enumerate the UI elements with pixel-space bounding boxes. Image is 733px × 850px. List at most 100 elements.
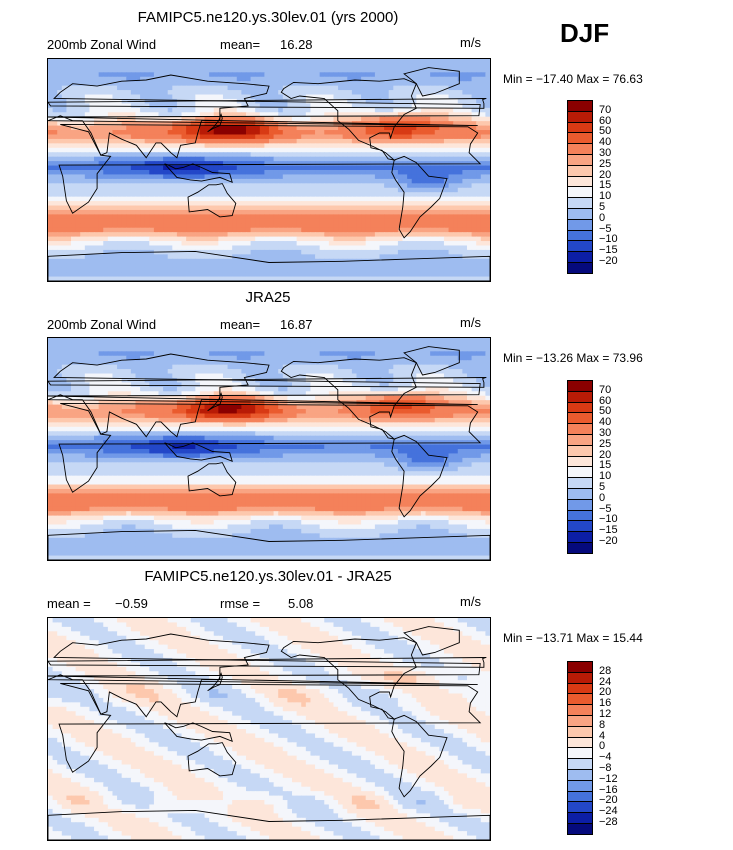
field-cell [153, 90, 160, 96]
field-cell [89, 245, 95, 251]
field-cell [245, 223, 252, 229]
field-cell [425, 59, 431, 65]
field-cell [338, 218, 344, 224]
field-cell [301, 63, 307, 69]
field-cell [351, 249, 358, 255]
field-cell [420, 249, 427, 255]
field-cell [324, 267, 330, 273]
field-cell [402, 267, 408, 273]
field-cell [338, 116, 344, 122]
field-cell [328, 143, 335, 149]
field-cell [209, 241, 215, 247]
field-cell [273, 161, 279, 167]
field-cell [98, 170, 104, 176]
field-cell [315, 63, 321, 69]
field-cell [457, 134, 463, 140]
field-cell [98, 112, 104, 118]
field-cell [287, 201, 293, 207]
field-cell [232, 152, 238, 158]
field-cell [112, 183, 118, 189]
field-cell [126, 272, 132, 278]
field-cell [351, 272, 358, 278]
field-cell [388, 59, 394, 65]
field-cell [130, 156, 137, 162]
field-cell [158, 72, 164, 78]
field-cell [269, 227, 275, 233]
field-cell [457, 338, 463, 344]
field-cell [52, 232, 58, 238]
field-cell [269, 103, 275, 109]
field-cell [75, 152, 81, 158]
field-cell [351, 263, 358, 269]
field-cell [172, 201, 178, 207]
field-cell [135, 218, 141, 224]
field-cell [273, 143, 279, 149]
field-cell [213, 183, 219, 189]
field-cell [66, 201, 72, 207]
field-cell [310, 98, 316, 104]
field-cell [167, 90, 173, 96]
field-cell [430, 187, 436, 193]
field-cell [121, 196, 127, 202]
field-cell [434, 236, 440, 242]
field-cell [250, 263, 256, 269]
field-cell [52, 258, 58, 264]
field-cell [301, 85, 307, 91]
field-cell [448, 130, 454, 136]
field-cell [411, 249, 417, 255]
field-cell [135, 143, 141, 149]
field-cell [107, 263, 114, 269]
field-cell [443, 272, 450, 278]
field-cell [259, 174, 265, 180]
field-cell [186, 107, 192, 113]
field-cell [273, 112, 279, 118]
field-cell [476, 205, 482, 211]
field-cell [163, 218, 169, 224]
field-cell [411, 112, 417, 118]
field-cell [176, 342, 183, 348]
field-cell [319, 254, 325, 260]
field-cell [107, 59, 114, 65]
field-cell [98, 205, 104, 211]
field-cell [471, 130, 477, 136]
field-cell [448, 121, 454, 127]
field-cell [282, 94, 289, 100]
field-cell [282, 125, 289, 131]
field-cell [319, 276, 325, 281]
field-cell [172, 209, 178, 215]
field-cell [245, 241, 252, 247]
field-cell [117, 138, 123, 144]
field-cell [347, 134, 353, 140]
field-cell [80, 165, 86, 171]
field-cell [430, 90, 436, 96]
field-cell [181, 174, 187, 180]
field-cell [84, 227, 91, 233]
field-cell [420, 63, 427, 69]
field-cell [379, 116, 385, 122]
field-cell [222, 134, 229, 140]
field-cell [241, 342, 247, 348]
field-cell [480, 81, 486, 87]
field-cell [84, 116, 91, 122]
coastline [403, 67, 460, 97]
field-cell [199, 59, 206, 65]
field-cell [227, 205, 233, 211]
field-cell [117, 90, 123, 96]
field-cell [338, 107, 344, 113]
field-cell [250, 121, 256, 127]
field-cell [319, 183, 325, 189]
field-cell [462, 236, 468, 242]
field-cell [292, 98, 298, 104]
field-cell [443, 134, 450, 140]
field-cell [84, 143, 91, 149]
field-cell [485, 174, 490, 180]
field-cell [61, 81, 68, 87]
field-cell [218, 165, 224, 171]
field-cell [319, 138, 325, 144]
field-cell [430, 263, 436, 269]
field-cell [255, 214, 261, 220]
field-cell [80, 241, 86, 247]
field-cell [485, 121, 490, 127]
field-cell [273, 232, 279, 238]
field-cell [379, 72, 385, 78]
